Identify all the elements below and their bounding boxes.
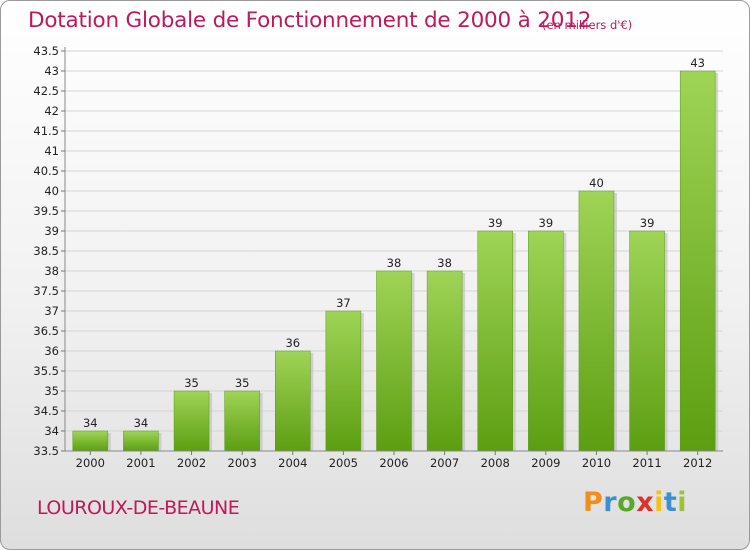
x-tick-label: 2005 (329, 456, 358, 470)
y-tick-label: 34 (44, 424, 59, 438)
data-label: 35 (235, 376, 250, 390)
chart-title: Dotation Globale de Fonctionnement de 20… (28, 8, 592, 33)
x-tick-label: 2009 (531, 456, 560, 470)
x-tick-label: 2012 (683, 456, 712, 470)
x-tick-label: 2004 (278, 456, 307, 470)
y-tick-label: 33.5 (33, 444, 59, 458)
data-label: 38 (437, 256, 452, 270)
x-tick-label: 2010 (582, 456, 611, 470)
y-tick-label: 40.5 (33, 164, 59, 178)
data-label: 43 (690, 56, 705, 70)
y-tick-label: 42 (44, 104, 59, 118)
y-tick-label: 41 (44, 144, 59, 158)
chart-unit: (en milliers d'€) (542, 18, 633, 32)
x-tick-label: 2001 (126, 456, 155, 470)
bar-2006 (376, 270, 412, 452)
data-label: 37 (336, 296, 351, 310)
logo-letter: P (583, 487, 604, 518)
x-tick-label: 2000 (76, 456, 105, 470)
commune-name: LOUROUX-DE-BEAUNE (37, 497, 240, 519)
proxiti-logo: Proxiti (583, 487, 687, 518)
data-label: 35 (184, 376, 199, 390)
x-tick-label: 2003 (228, 456, 257, 470)
x-tick-label: 2008 (481, 456, 510, 470)
bar-2005 (325, 310, 362, 452)
data-label: 34 (134, 416, 149, 430)
data-label: 38 (387, 256, 402, 270)
y-tick-label: 37.5 (33, 284, 59, 298)
y-tick-label: 37 (44, 304, 59, 318)
x-tick-label: 2007 (430, 456, 459, 470)
logo-letter: t (663, 487, 678, 518)
logo-letter: i (677, 487, 688, 518)
bar-2001 (123, 430, 159, 452)
data-label: 39 (488, 216, 503, 230)
y-tick-label: 39 (44, 224, 59, 238)
bar-2002 (173, 390, 210, 452)
logo-letter: r (603, 487, 618, 518)
data-label: 40 (589, 176, 604, 190)
data-label: 34 (83, 416, 98, 430)
data-label: 36 (285, 336, 300, 350)
bar-2012 (679, 70, 716, 452)
bar-2009 (528, 230, 564, 452)
y-tick-label: 38.5 (33, 244, 59, 258)
y-tick-label: 36.5 (33, 324, 59, 338)
x-tick-label: 2006 (379, 456, 408, 470)
bar-2007 (426, 270, 463, 452)
data-label: 39 (640, 216, 655, 230)
y-tick-label: 41.5 (33, 124, 59, 138)
y-tick-label: 35.5 (33, 364, 59, 378)
bar-2010 (578, 190, 615, 452)
logo-letter: x (636, 487, 655, 518)
bar-2000 (72, 430, 109, 452)
y-tick-label: 35 (44, 384, 59, 398)
x-tick-label: 2011 (632, 456, 661, 470)
data-label: 39 (539, 216, 554, 230)
bar-2008 (477, 230, 513, 452)
y-tick-label: 39.5 (33, 204, 59, 218)
y-tick-label: 43.5 (33, 44, 59, 58)
x-tick-label: 2002 (177, 456, 206, 470)
logo-letter: o (617, 487, 637, 518)
y-tick-label: 34.5 (33, 404, 59, 418)
y-tick-label: 38 (44, 264, 59, 278)
bar-2003 (224, 390, 260, 452)
bar-2004 (275, 350, 311, 452)
logo-letter: i (654, 487, 664, 518)
y-tick-label: 36 (44, 344, 59, 358)
y-tick-label: 43 (44, 64, 59, 78)
y-tick-label: 40 (44, 184, 59, 198)
y-tick-label: 42.5 (33, 84, 59, 98)
bar-2011 (629, 230, 665, 452)
